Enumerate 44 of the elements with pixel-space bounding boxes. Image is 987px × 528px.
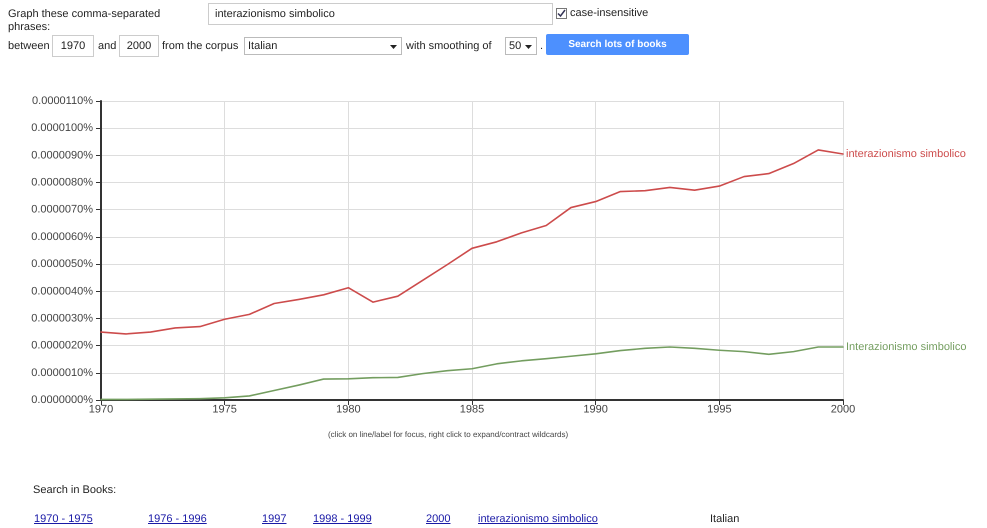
text: 50 <box>509 40 522 52</box>
series-label: interazionismo simbolico <box>846 148 966 160</box>
line-series <box>100 149 844 335</box>
x-tick-label: 1970 <box>88 404 114 416</box>
text: 1970 <box>52 35 94 57</box>
y-tick-label: 0.0000050% <box>31 258 94 270</box>
y-tick-label: 0.0000000% <box>31 394 94 406</box>
y-tick-label: 0.0000030% <box>31 312 94 324</box>
text: with smoothing of <box>406 40 492 53</box>
text: and <box>98 40 116 53</box>
text: 1970 - 1975 <box>34 513 93 525</box>
series-label: Interazionismo simbolico <box>846 340 966 353</box>
text: 1976 - 1996 <box>148 513 207 525</box>
text: . <box>540 40 544 53</box>
text: Italian <box>248 40 278 52</box>
y-tick-label: 0.0000010% <box>31 366 94 379</box>
y-tick-label: 0.0000020% <box>31 340 94 352</box>
y-tick-label: 0.0000080% <box>31 176 94 189</box>
x-tick-label: 1990 <box>583 404 608 416</box>
x-tick-label: 2000 <box>830 404 856 416</box>
text: 1998 - 1999 <box>313 513 372 525</box>
text: case-insensitive <box>570 7 648 19</box>
text: Search lots of books <box>546 34 689 55</box>
y-tick-label: 0.0000040% <box>31 285 94 298</box>
x-tick-label: 1975 <box>212 404 237 416</box>
text: Graph these comma-separated phrases: <box>8 8 162 34</box>
text: from the corpus <box>162 40 238 53</box>
x-tick-label: 1980 <box>336 404 361 416</box>
text: between <box>8 40 50 53</box>
y-tick-label: 0.0000100% <box>31 122 94 134</box>
text: interazionismo simbolico <box>478 513 598 525</box>
text: Italian <box>710 513 740 526</box>
x-tick-label: 1985 <box>460 404 484 416</box>
text: 1997 <box>262 513 286 525</box>
y-tick-label: 0.0000090% <box>31 149 94 162</box>
y-tick-label: 0.0000060% <box>31 230 94 243</box>
y-tick-label: 0.0000070% <box>31 204 94 216</box>
x-tick-label: 1995 <box>707 404 732 416</box>
text: Search in Books: <box>33 484 116 497</box>
text: 2000 <box>426 513 450 525</box>
text: 2000 <box>119 35 159 57</box>
text: interazionismo simbolico <box>208 3 553 25</box>
text: (click on line/label for focus, right click to expand/contract wildcards) <box>328 430 568 439</box>
y-tick-label: 0.0000110% <box>32 95 94 107</box>
